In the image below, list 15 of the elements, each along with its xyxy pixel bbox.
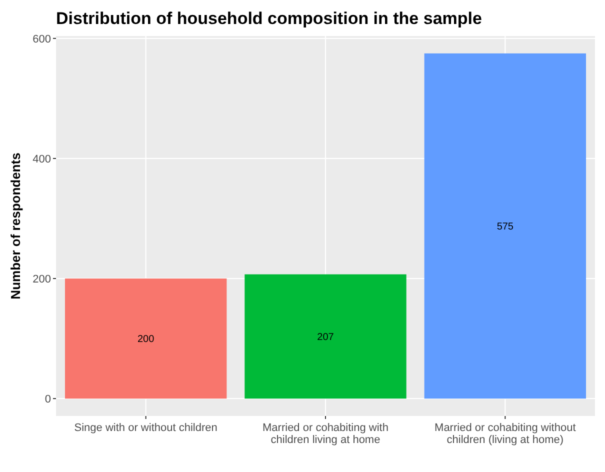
- chart-title: Distribution of household composition in the sample: [56, 9, 482, 28]
- data-label: 207: [317, 332, 334, 343]
- y-axis-title: Number of respondents: [8, 152, 23, 300]
- data-label: 200: [137, 334, 155, 346]
- data-label: 575: [496, 222, 514, 232]
- bar: [64, 278, 227, 399]
- y-tick-label: 400: [32, 153, 51, 166]
- bar: [424, 53, 586, 399]
- y-tick-label: 200: [32, 273, 51, 286]
- y-tick-label: 0: [44, 393, 51, 406]
- bar: [244, 274, 406, 399]
- x-tick-label: Singe with or without children: [74, 422, 218, 434]
- x-tick-label: Married or cohabiting with children living at home: [262, 422, 388, 446]
- y-tick-label: 600: [32, 33, 51, 46]
- x-tick-label: Married or cohabiting without children (living at home): [434, 422, 576, 446]
